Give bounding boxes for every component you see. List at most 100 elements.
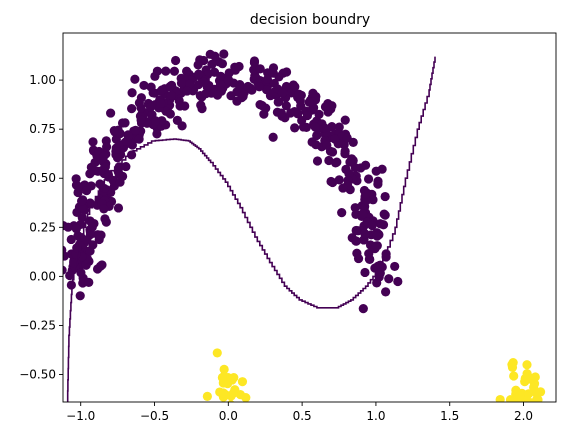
scatter-point — [63, 265, 67, 275]
scatter-point — [524, 425, 533, 434]
scatter-point — [227, 375, 237, 385]
scatter-point — [219, 364, 229, 374]
scatter-point — [225, 427, 234, 435]
scatter-point — [76, 268, 86, 278]
scatter-point — [261, 85, 272, 95]
y-tick-label: 0.75 — [29, 122, 56, 136]
scatter-point — [214, 431, 223, 435]
y-tick-label: −0.50 — [19, 368, 56, 382]
scatter-point — [165, 109, 175, 119]
scatter-point — [77, 196, 87, 206]
scatter-point — [165, 82, 175, 92]
scatter-point — [254, 82, 264, 92]
scatter-point — [344, 169, 354, 179]
scatter-point — [71, 224, 81, 234]
scatter-point — [520, 376, 530, 387]
scatter-point — [390, 261, 400, 272]
scatter-point — [75, 291, 85, 301]
scatter-point — [193, 60, 203, 70]
x-tick-label: 1.5 — [440, 409, 459, 423]
scatter-point — [87, 222, 97, 232]
scatter-point — [522, 391, 532, 401]
scatter-point — [63, 245, 67, 255]
scatter-point — [99, 151, 109, 161]
scatter-point — [207, 59, 217, 69]
scatter-point — [351, 225, 361, 236]
scatter-point — [308, 88, 318, 98]
scatter-point — [109, 126, 119, 136]
series-class-0 — [63, 33, 403, 314]
scatter-point — [234, 422, 243, 431]
y-tick-label: −0.25 — [19, 318, 56, 332]
scatter-point — [223, 75, 234, 85]
scatter-point — [509, 422, 518, 431]
scatter-point — [372, 231, 382, 241]
scatter-point — [214, 431, 223, 435]
scatter-point — [85, 246, 95, 256]
scatter-point — [515, 390, 525, 401]
scatter-point — [112, 153, 123, 163]
scatter-point — [509, 371, 519, 381]
scatter-point — [234, 427, 243, 435]
scatter-point — [357, 209, 368, 219]
scatter-point — [85, 169, 95, 179]
scatter-point — [310, 122, 320, 132]
scatter-point — [294, 89, 304, 99]
scatter-point — [277, 88, 288, 98]
scatter-point — [350, 203, 360, 213]
scatter-point — [66, 280, 76, 290]
scatter-point — [121, 161, 131, 172]
scatter-point — [516, 425, 525, 434]
scatter-point — [235, 390, 245, 400]
scatter-point — [384, 274, 394, 284]
scatter-point — [63, 222, 73, 232]
scatter-point — [228, 388, 238, 398]
scatter-point — [234, 61, 244, 72]
scatter-point — [380, 210, 390, 220]
scatter-point — [134, 98, 144, 108]
scatter-point — [224, 68, 234, 78]
scatter-point — [237, 427, 246, 435]
scatter-point — [312, 156, 323, 166]
scatter-point — [311, 140, 321, 150]
scatter-point — [166, 90, 176, 101]
scatter-point — [257, 100, 267, 111]
scatter-point — [145, 102, 156, 112]
scatter-point — [393, 276, 403, 287]
scatter-point — [218, 388, 228, 398]
scatter-point — [262, 74, 273, 84]
scatter-point — [522, 369, 532, 379]
x-tick-label: 1.0 — [366, 409, 385, 423]
scatter-point — [196, 100, 206, 110]
x-tick-label: −1.0 — [66, 409, 95, 423]
scatter-point — [334, 122, 344, 132]
scatter-point — [86, 181, 96, 191]
scatter-point — [66, 234, 76, 245]
scatter-point — [101, 217, 111, 227]
scatter-point — [200, 89, 211, 99]
scatter-point — [326, 176, 336, 187]
decision-boundary-line — [66, 56, 436, 402]
scatter-point — [268, 132, 278, 142]
scatter-point — [243, 81, 253, 92]
scatter-point — [360, 267, 370, 278]
scatter-point — [215, 431, 224, 435]
scatter-point — [511, 398, 520, 402]
scatter-point — [304, 97, 314, 107]
scatter-point — [101, 142, 112, 152]
scatter-point — [212, 348, 222, 358]
scatter-point — [157, 85, 167, 95]
x-tick-label: −0.5 — [140, 409, 169, 423]
scatter-point — [509, 426, 518, 435]
scatter-point — [342, 133, 352, 143]
scatter-point — [363, 174, 374, 184]
scatter-point — [65, 270, 75, 281]
scatter-point — [231, 429, 240, 435]
scatter-point — [121, 136, 132, 146]
scatter-point — [212, 90, 223, 100]
scatter-point — [524, 399, 533, 402]
scatter-point — [88, 137, 98, 147]
scatter-point — [290, 82, 300, 92]
scatter-point — [205, 49, 215, 59]
y-tick-label: 0.25 — [29, 220, 56, 234]
